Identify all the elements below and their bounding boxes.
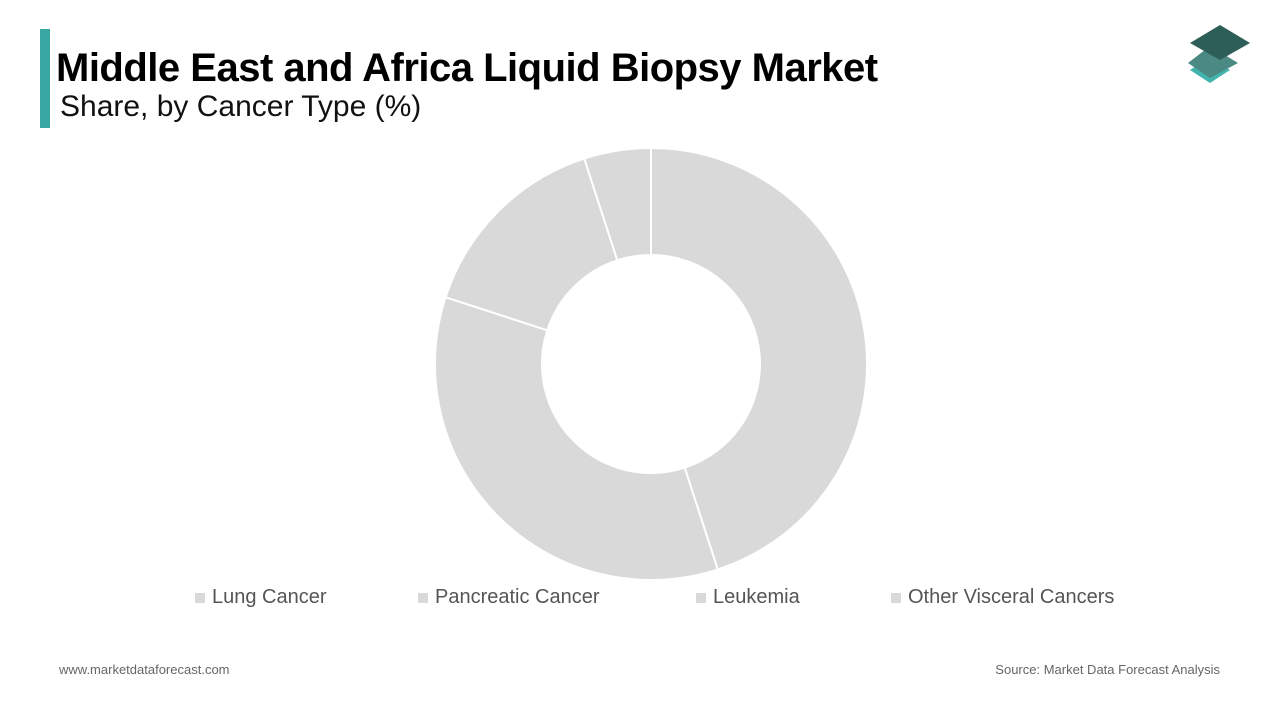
legend-item-pancreatic-cancer: Pancreatic Cancer (418, 586, 600, 609)
slice-leukemia (444, 157, 619, 332)
logo-layer-middle (1188, 46, 1238, 78)
page-subtitle: Share, by Cancer Type (%) (60, 90, 422, 123)
legend-swatch (195, 592, 205, 603)
legend-swatch (891, 592, 901, 603)
legend-label: Lung Cancer (212, 586, 327, 608)
logo-layer-top (1190, 25, 1250, 60)
slice-other-visceral-cancers (582, 146, 652, 262)
legend-label: Leukemia (713, 586, 800, 608)
legend-label: Other Visceral Cancers (908, 586, 1115, 608)
chart-legend: Lung Cancer Pancreatic Cancer Leukemia O… (0, 586, 1280, 616)
footer-source: Source: Market Data Forecast Analysis (995, 662, 1220, 677)
legend-item-lung-cancer: Lung Cancer (195, 586, 327, 609)
legend-item-leukemia: Leukemia (696, 586, 800, 609)
footer-website: www.marketdataforecast.com (59, 662, 230, 677)
donut-slices (434, 146, 868, 581)
stacked-layers-icon (1188, 25, 1250, 83)
slice-lung-cancer (650, 146, 868, 571)
legend-swatch (418, 592, 428, 603)
legend-swatch (696, 592, 706, 603)
slice-pancreatic-cancer (434, 295, 720, 581)
legend-item-other-visceral-cancers: Other Visceral Cancers (891, 586, 1114, 609)
page-title: Middle East and Africa Liquid Biopsy Mar… (56, 46, 878, 90)
legend-label: Pancreatic Cancer (435, 586, 600, 608)
title-accent-bar (40, 29, 50, 128)
